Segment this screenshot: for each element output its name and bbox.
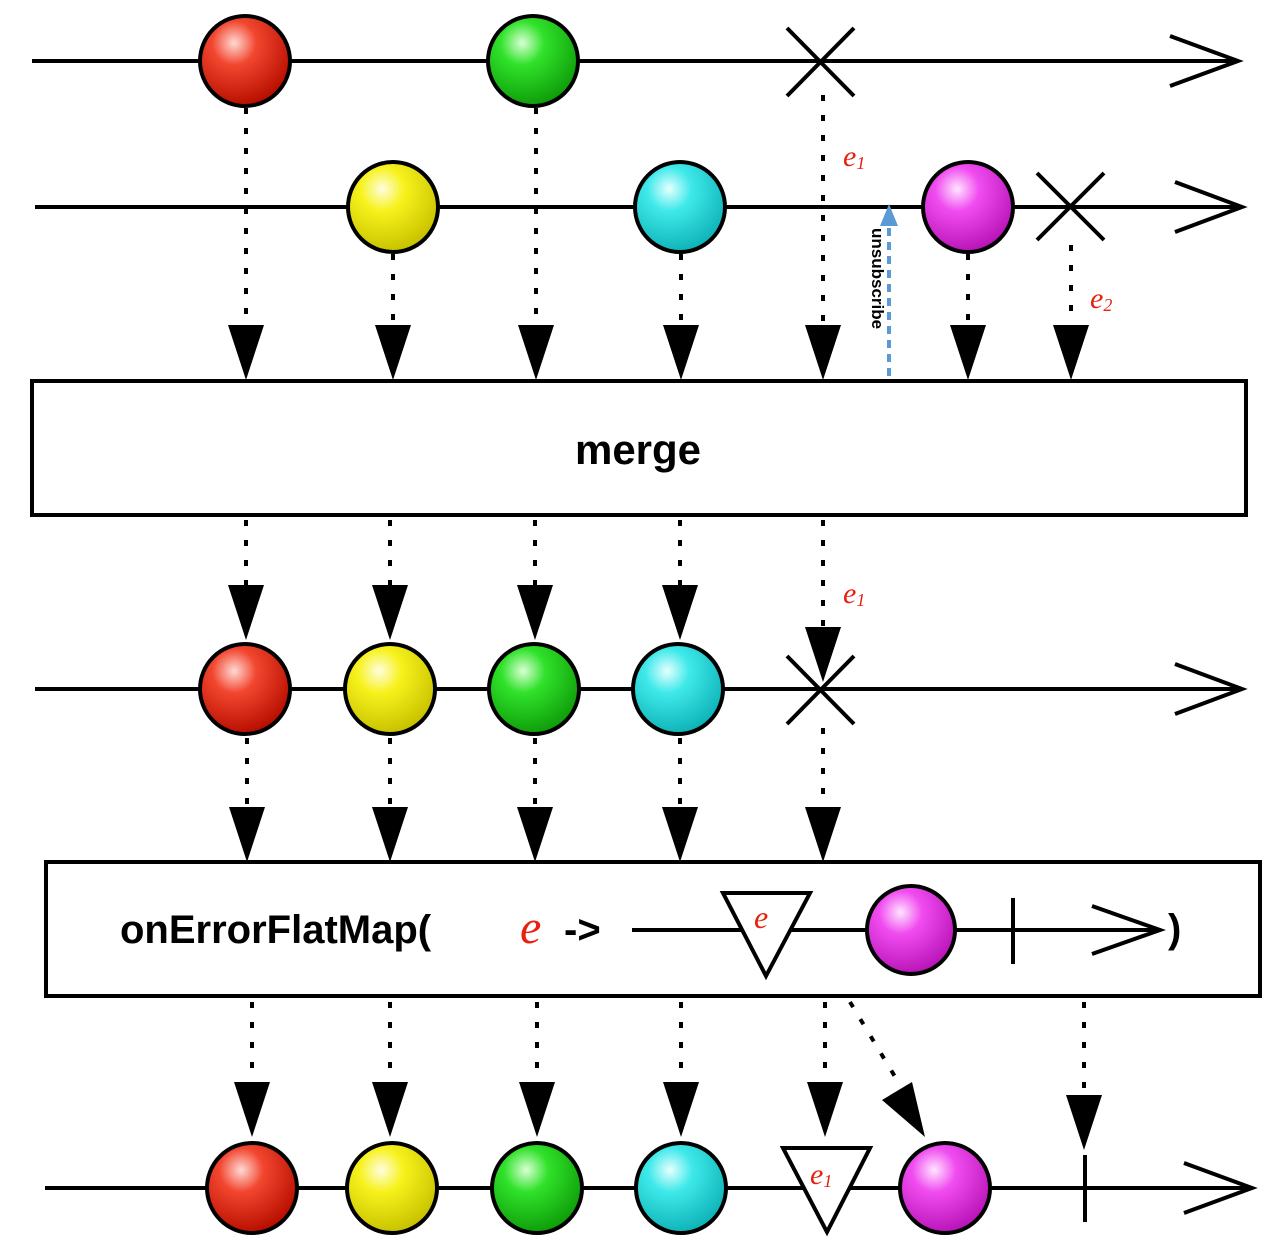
marble-green bbox=[487, 642, 581, 736]
marble-yellow bbox=[345, 1141, 439, 1235]
inner-triangle-e bbox=[719, 891, 814, 981]
merged-stream bbox=[35, 642, 1248, 736]
marble-green bbox=[490, 1141, 584, 1235]
lambda-arrow: -> bbox=[564, 908, 601, 952]
timeline-1-arrowhead bbox=[1169, 34, 1244, 88]
lambda-param-e: e bbox=[520, 901, 541, 954]
onerrorflatmap-label: onErrorFlatMap( bbox=[120, 908, 432, 952]
marble-yellow bbox=[343, 642, 437, 736]
output-triangle-label: e1 bbox=[810, 1158, 832, 1191]
arrows-from-onerrorflatmap bbox=[250, 1000, 1086, 1095]
timeline-merged-arrowhead bbox=[1174, 662, 1248, 716]
error-x-2 bbox=[1035, 171, 1106, 242]
arrowheads-from-onerrorflatmap bbox=[234, 1082, 1102, 1150]
timeline-2-arrowhead bbox=[1174, 180, 1248, 234]
marble-red bbox=[198, 642, 292, 736]
marble-red bbox=[198, 14, 292, 108]
source-stream-1 bbox=[32, 14, 1244, 108]
error-x-merged bbox=[785, 654, 856, 726]
marble-red bbox=[205, 1141, 299, 1235]
timeline-output-arrowhead bbox=[1183, 1161, 1258, 1215]
source-stream-2 bbox=[35, 160, 1248, 254]
output-stream: e1 bbox=[45, 1141, 1258, 1237]
arrowheads-into-merge bbox=[228, 325, 1089, 380]
marble-green bbox=[486, 14, 580, 108]
output-triangle-e1 bbox=[779, 1146, 874, 1237]
error-label-e1-top: e1 bbox=[843, 140, 865, 173]
onerrorflatmap-operator-box: onErrorFlatMap( e -> e ) bbox=[44, 860, 1262, 998]
arrows-into-onerrorflatmap bbox=[245, 728, 825, 812]
arrowheads-into-onerrorflatmap bbox=[229, 807, 841, 862]
error-label-e1-middle: e1 bbox=[843, 577, 865, 610]
error-x-1 bbox=[785, 26, 856, 98]
marble-cyan bbox=[634, 1141, 728, 1235]
arrows-into-merge bbox=[244, 95, 1073, 330]
merge-operator-box: merge bbox=[30, 379, 1248, 517]
unsubscribe-label: unsubscribe bbox=[868, 228, 887, 329]
arrowheads-from-merge bbox=[228, 585, 841, 682]
error-label-e2: e2 bbox=[1090, 282, 1112, 315]
merge-label: merge bbox=[575, 426, 701, 473]
inner-triangle-label: e bbox=[754, 899, 768, 935]
marble-magenta bbox=[921, 160, 1015, 254]
unsubscribe-arrow bbox=[880, 204, 898, 376]
marble-cyan bbox=[631, 642, 725, 736]
marble-yellow bbox=[346, 160, 440, 254]
marble-cyan bbox=[633, 160, 727, 254]
inner-marble-magenta bbox=[865, 884, 957, 976]
marble-magenta bbox=[898, 1141, 992, 1235]
close-paren: ) bbox=[1168, 907, 1181, 951]
inner-timeline-arrowhead bbox=[1091, 904, 1167, 956]
